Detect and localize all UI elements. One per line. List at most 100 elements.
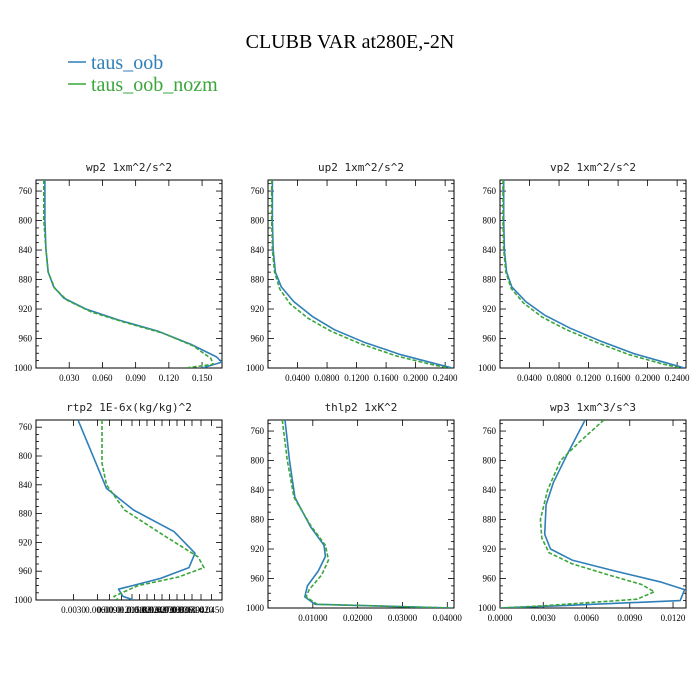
x-tick-label: 0.0390	[180, 605, 205, 615]
plot-frame	[35, 179, 223, 369]
x-tick-label: 0.0400	[517, 373, 542, 383]
x-tick-label: 0.0060	[574, 613, 599, 623]
panel-title: up2 1xm^2/s^2	[318, 161, 404, 174]
y-tick-label: 760	[483, 426, 497, 436]
y-tick-label: 1000	[246, 363, 265, 373]
series-line-taus-oob-nozm	[500, 420, 656, 608]
x-tick-label: 0.0120	[109, 605, 134, 615]
legend-label-taus-oob: taus_oob	[91, 52, 163, 74]
y-tick-label: 800	[483, 456, 497, 466]
x-tick-label: 0.0800	[547, 373, 572, 383]
panel-1: up2 1xm^2/s^2 760 800 840 880 920 960 1000 0.040…	[246, 161, 458, 383]
series-line-taus-oob-nozm	[101, 420, 205, 600]
y-tick-label: 760	[19, 186, 33, 196]
series-line-taus-oob	[502, 180, 685, 368]
x-tick-label: 0.0360	[172, 605, 197, 615]
x-tick-label: 0.1200	[344, 373, 369, 383]
x-tick-label: 0.01000	[298, 613, 328, 623]
plot-frame	[499, 419, 687, 609]
y-tick-label: 760	[251, 426, 265, 436]
panel-4: thlp2 1xK^2 760 800 840 880 920 960 1000 0.01000…	[246, 401, 462, 623]
y-tick-label: 880	[19, 509, 33, 519]
panels: wp2 1xm^2/s^2 760 800 840 880 920 960 1000 0.030…	[14, 161, 690, 623]
panel-2: vp2 1xm^2/s^2 760 800 840 880 920 960 1000 0.040…	[478, 161, 690, 383]
y-tick-label: 960	[251, 334, 265, 344]
panel-title: wp2 1xm^2/s^2	[86, 161, 172, 174]
x-tick-label: 0.030	[59, 373, 80, 383]
y-tick-label: 880	[19, 275, 33, 285]
x-tick-label: 0.0150	[120, 605, 145, 615]
y-tick-label: 960	[19, 566, 33, 576]
y-tick-label: 840	[251, 485, 265, 495]
x-tick-label: 0.150	[192, 373, 213, 383]
x-tick-label: 0.1200	[576, 373, 601, 383]
y-tick-label: 1000	[478, 603, 497, 613]
x-tick-label: 0.2000	[635, 373, 660, 383]
x-tick-label: 0.0270	[150, 605, 175, 615]
y-tick-label: 760	[483, 186, 497, 196]
y-tick-label: 920	[251, 544, 265, 554]
y-tick-label: 920	[251, 304, 265, 314]
x-tick-label: 0.120	[159, 373, 180, 383]
x-tick-label: 0.0090	[617, 613, 642, 623]
x-tick-label: 0.0090	[97, 605, 122, 615]
panel-title: rtp2 1E-6x(kg/kg)^2	[66, 401, 192, 414]
x-tick-label: 0.0060	[85, 605, 110, 615]
series-line-taus-oob-nozm	[502, 180, 681, 368]
x-tick-label: 0.1600	[374, 373, 399, 383]
y-tick-label: 840	[483, 245, 497, 255]
x-tick-label: 0.2000	[403, 373, 428, 383]
x-tick-label: 0.0000	[488, 613, 513, 623]
y-tick-label: 760	[251, 186, 265, 196]
x-tick-label: 0.0800	[315, 373, 340, 383]
y-tick-label: 800	[251, 216, 265, 226]
y-tick-label: 960	[483, 334, 497, 344]
y-tick-label: 880	[483, 515, 497, 525]
plot-frame	[499, 179, 687, 369]
y-tick-label: 840	[19, 245, 33, 255]
y-tick-label: 880	[483, 275, 497, 285]
series-line-taus-oob	[284, 420, 452, 608]
y-tick-label: 920	[483, 304, 497, 314]
panel-0: wp2 1xm^2/s^2 760 800 840 880 920 960 1000 0.030…	[14, 161, 223, 383]
x-tick-label: 0.0330	[165, 605, 190, 615]
series-line-taus-oob	[500, 420, 686, 608]
x-tick-label: 0.060	[92, 373, 113, 383]
x-tick-label: 0.0030	[61, 605, 86, 615]
series-line-taus-oob	[44, 180, 222, 368]
series-line-taus-oob-nozm	[281, 420, 452, 608]
x-tick-label: 0.0030	[531, 613, 556, 623]
legend-label-taus-oob-nozm: taus_oob_nozm	[91, 74, 218, 96]
y-tick-label: 800	[483, 216, 497, 226]
x-tick-label: 0.0420	[189, 605, 214, 615]
panel-5: wp3 1xm^3/s^3 760 800 840 880 920 960 10000.000…	[478, 401, 687, 623]
panel-3: rtp2 1E-6x(kg/kg)^2 760 800 840 880 920 960 100…	[14, 401, 224, 615]
y-tick-label: 920	[483, 544, 497, 554]
y-tick-label: 760	[19, 422, 33, 432]
plot-frame	[267, 179, 455, 369]
y-tick-label: 840	[19, 480, 33, 490]
panel-title: wp3 1xm^3/s^3	[550, 401, 636, 414]
y-tick-label: 1000	[14, 595, 33, 605]
x-tick-label: 0.0180	[127, 605, 152, 615]
panel-title: vp2 1xm^2/s^2	[550, 161, 636, 174]
series-line-taus-oob	[77, 420, 196, 600]
y-tick-label: 960	[19, 334, 33, 344]
y-tick-label: 1000	[14, 363, 33, 373]
y-tick-label: 960	[483, 574, 497, 584]
x-tick-label: 0.04000	[433, 613, 463, 623]
y-tick-label: 840	[251, 245, 265, 255]
x-tick-label: 0.090	[126, 373, 147, 383]
series-line-taus-oob-nozm	[270, 180, 449, 368]
x-tick-label: 0.0450	[199, 605, 224, 615]
panel-title: thlp2 1xK^2	[325, 401, 398, 414]
y-tick-label: 880	[251, 515, 265, 525]
x-tick-label: 0.2400	[665, 373, 690, 383]
y-tick-label: 1000	[478, 363, 497, 373]
series-line-taus-oob	[271, 180, 453, 368]
x-tick-label: 0.03000	[388, 613, 418, 623]
x-tick-label: 0.02000	[343, 613, 373, 623]
y-tick-label: 800	[19, 216, 33, 226]
y-tick-label: 800	[19, 451, 33, 461]
